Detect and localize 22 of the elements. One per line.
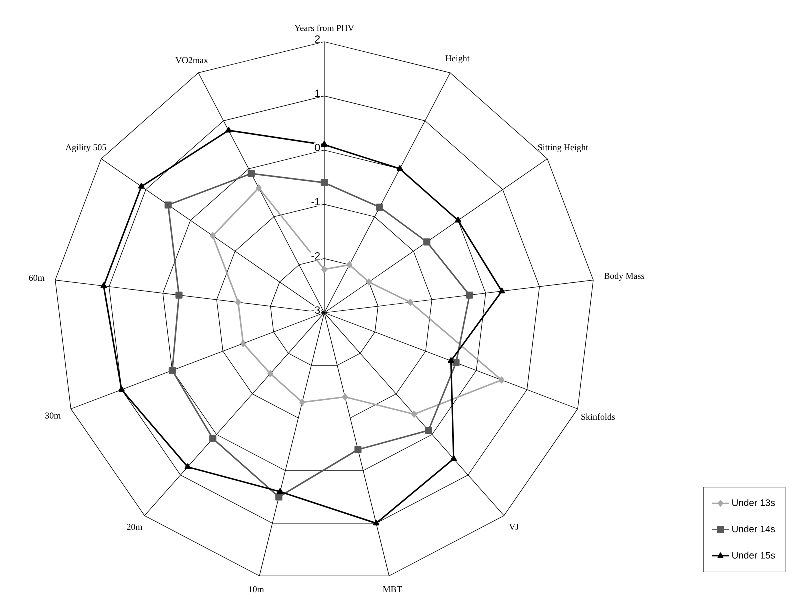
legend-label: Under 14s [732,526,776,533]
spoke-label: 60m [29,275,45,282]
spoke-label: VJ [509,524,519,530]
spoke-label: 20m [127,524,143,530]
spoke-label: Agility 505 [66,144,106,152]
spoke-label: 30m [46,412,61,419]
spoke-label: MBT [383,586,402,592]
legend-label: Under 15s [732,552,776,559]
y-tick-label: 0 [315,144,320,152]
spoke-label: 10m [249,586,264,593]
spoke-label: Body Mass [604,272,644,282]
y-tick-label: -1 [312,198,320,206]
y-tick-label: -2 [312,252,320,260]
spoke-label: Skinfolds [582,414,616,420]
spoke-label: VO2max [176,57,208,64]
y-tick-label: 2 [315,36,320,43]
spoke-label: Height [446,55,470,64]
legend-label: Under 13s [732,499,776,506]
spoke-label: Sitting Height [538,144,588,152]
y-tick-label: 1 [316,90,320,98]
y-tick-label: -3 [312,306,320,314]
spoke-label: Years from PHV [294,24,354,32]
